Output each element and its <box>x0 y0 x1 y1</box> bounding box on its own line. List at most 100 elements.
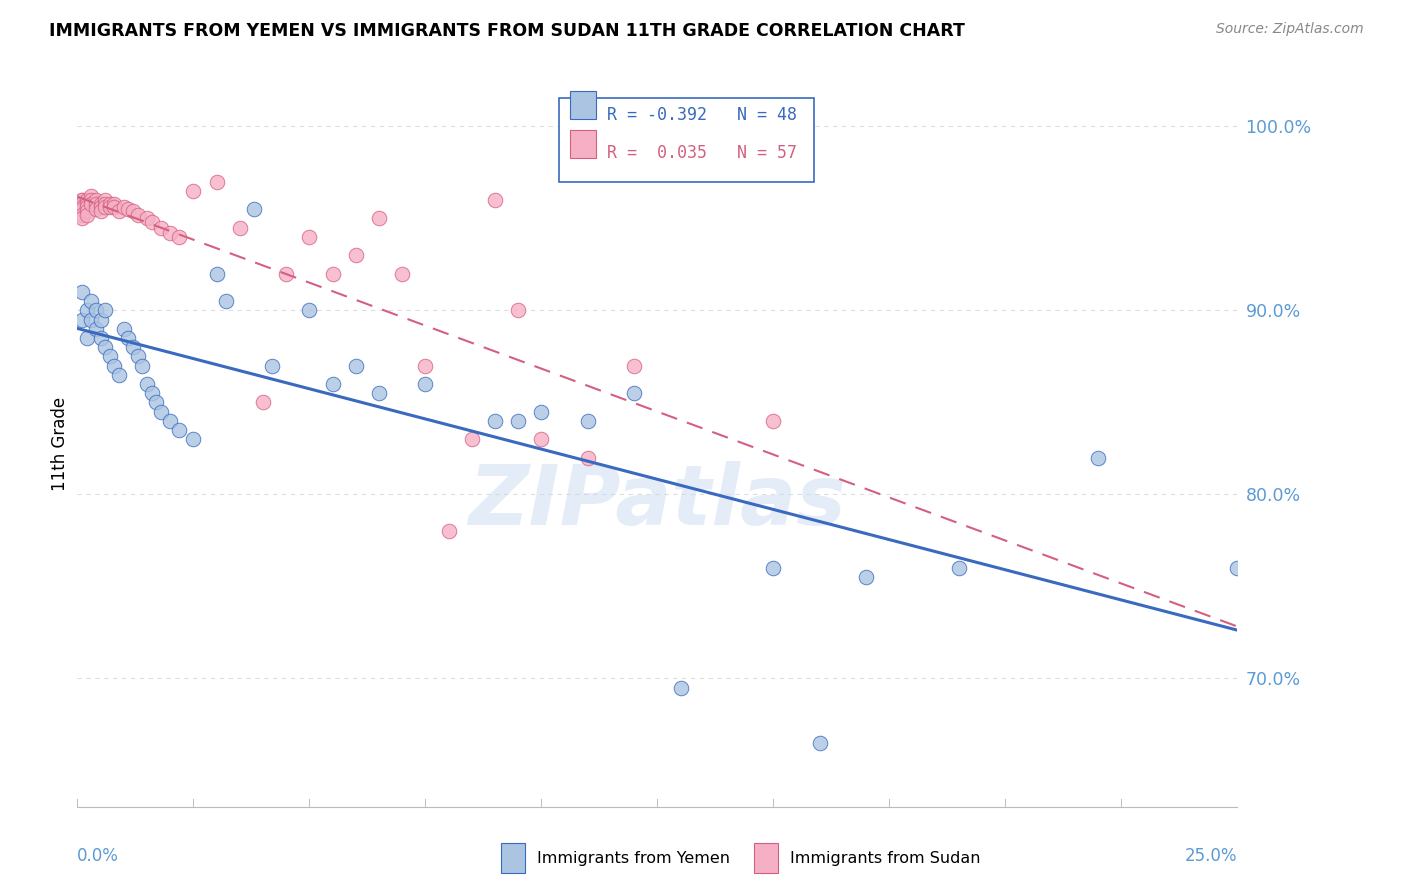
Point <box>90 312 111 326</box>
Point <box>169 229 191 244</box>
Point <box>76 196 98 211</box>
Point <box>84 196 107 211</box>
Text: 25.0%: 25.0% <box>1185 847 1237 865</box>
Point <box>344 359 367 373</box>
Text: ZIPatlas: ZIPatlas <box>468 461 846 542</box>
Point <box>669 681 692 695</box>
Point <box>205 267 228 281</box>
Point <box>298 303 321 318</box>
Point <box>80 312 103 326</box>
Point <box>169 423 191 437</box>
Point <box>76 200 98 214</box>
Point <box>70 208 93 222</box>
Point <box>252 395 274 409</box>
Point <box>298 229 321 244</box>
Point <box>80 294 103 309</box>
Point <box>76 193 98 207</box>
Point <box>112 200 135 214</box>
Point <box>183 432 205 446</box>
Point <box>94 193 117 207</box>
Text: Source: ZipAtlas.com: Source: ZipAtlas.com <box>1216 22 1364 37</box>
Point <box>76 208 98 222</box>
Point <box>623 386 645 401</box>
Point <box>183 184 205 198</box>
Point <box>90 331 111 345</box>
Point <box>145 395 167 409</box>
Point <box>103 200 125 214</box>
Point <box>127 208 149 222</box>
Point <box>135 211 157 226</box>
FancyBboxPatch shape <box>558 98 814 182</box>
Text: IMMIGRANTS FROM YEMEN VS IMMIGRANTS FROM SUDAN 11TH GRADE CORRELATION CHART: IMMIGRANTS FROM YEMEN VS IMMIGRANTS FROM… <box>49 22 965 40</box>
Point <box>94 303 117 318</box>
Point <box>484 414 506 428</box>
Point <box>84 322 107 336</box>
Point <box>84 202 107 216</box>
Point <box>98 349 121 363</box>
Point <box>94 200 117 214</box>
Point <box>98 200 121 214</box>
Point <box>70 193 93 207</box>
Point <box>103 196 125 211</box>
Point <box>70 200 93 214</box>
Point <box>80 193 103 207</box>
Point <box>159 414 181 428</box>
Point <box>205 174 228 188</box>
Point <box>70 202 93 216</box>
Point <box>262 359 284 373</box>
Point <box>762 561 785 575</box>
Point <box>103 359 125 373</box>
Point <box>1087 450 1109 465</box>
Point <box>461 432 484 446</box>
Point <box>80 196 103 211</box>
Point <box>948 561 970 575</box>
Point <box>344 248 367 262</box>
Point <box>117 202 139 216</box>
Point <box>530 432 553 446</box>
Point <box>576 450 599 465</box>
Point <box>242 202 264 216</box>
Point <box>70 312 93 326</box>
Point <box>135 376 157 391</box>
Text: R = -0.392   N = 48: R = -0.392 N = 48 <box>607 106 797 124</box>
Point <box>122 203 145 218</box>
Point <box>623 359 645 373</box>
Point <box>70 193 93 207</box>
Point <box>94 340 117 354</box>
Point <box>484 193 506 207</box>
Point <box>855 570 877 584</box>
Point <box>70 285 93 299</box>
Point <box>391 267 413 281</box>
Point <box>70 196 93 211</box>
FancyBboxPatch shape <box>571 91 596 119</box>
Point <box>321 267 344 281</box>
Point <box>368 386 391 401</box>
Point <box>90 200 111 214</box>
Point <box>108 368 131 382</box>
Point <box>70 211 93 226</box>
Point <box>76 203 98 218</box>
Point <box>90 196 111 211</box>
Point <box>159 226 181 240</box>
Point <box>413 359 436 373</box>
Point <box>98 196 121 211</box>
Point <box>141 215 163 229</box>
Point <box>321 376 344 391</box>
Point <box>112 322 135 336</box>
Point <box>80 189 103 203</box>
Point <box>90 203 111 218</box>
Point <box>368 211 391 226</box>
Text: Immigrants from Yemen: Immigrants from Yemen <box>537 851 730 865</box>
Point <box>274 267 298 281</box>
Y-axis label: 11th Grade: 11th Grade <box>51 397 69 491</box>
Point <box>530 404 553 418</box>
Point <box>437 524 460 539</box>
Point <box>506 303 529 318</box>
Point <box>149 404 172 418</box>
Point <box>141 386 163 401</box>
Point <box>506 414 529 428</box>
Point <box>215 294 238 309</box>
Point <box>84 303 107 318</box>
Point <box>122 340 145 354</box>
Text: Immigrants from Sudan: Immigrants from Sudan <box>790 851 980 865</box>
